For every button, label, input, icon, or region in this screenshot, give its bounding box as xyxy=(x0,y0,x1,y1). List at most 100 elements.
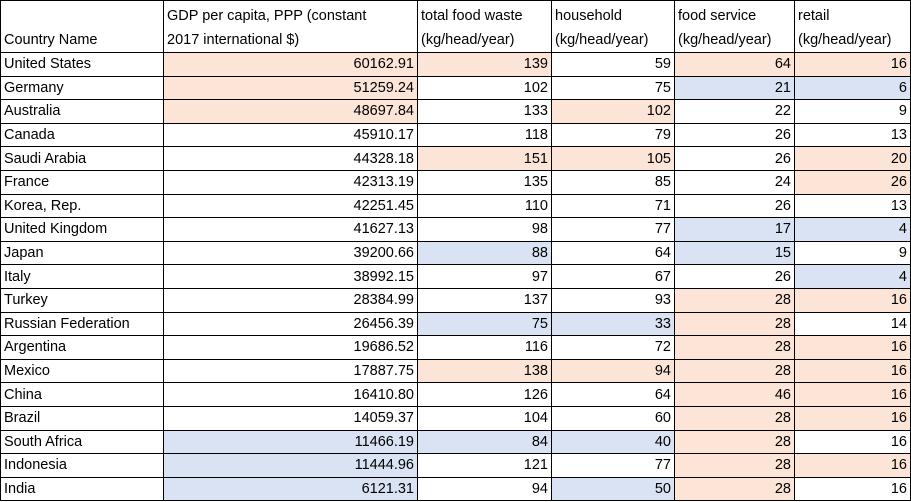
value-cell: 9 xyxy=(794,240,911,266)
header-cell: total food waste (kg/head/year) xyxy=(417,0,552,53)
country-cell: Australia xyxy=(0,99,164,124)
country-cell: China xyxy=(0,382,164,407)
value-cell: 64 xyxy=(674,52,795,77)
value-cell: 104 xyxy=(417,405,552,431)
value-cell: 44328.18 xyxy=(163,146,418,171)
country-cell: Brazil xyxy=(0,405,164,431)
country-cell: Saudi Arabia xyxy=(0,146,164,171)
value-cell: 84 xyxy=(417,429,552,455)
value-cell: 20 xyxy=(794,146,911,171)
country-cell: France xyxy=(0,169,164,195)
value-cell: 28 xyxy=(674,335,795,360)
value-cell: 98 xyxy=(417,217,552,242)
value-cell: 64 xyxy=(551,382,675,407)
value-cell: 26 xyxy=(674,264,795,289)
data-row: United States 60162.91 139 59 64 16 xyxy=(0,52,911,77)
value-cell: 75 xyxy=(417,311,552,337)
value-cell: 102 xyxy=(551,99,675,124)
data-row: France 42313.19 135 85 24 26 xyxy=(0,169,911,195)
country-cell: Russian Federation xyxy=(0,311,164,337)
value-cell: 16 xyxy=(794,358,911,384)
value-cell: 133 xyxy=(417,99,552,124)
value-cell: 21 xyxy=(674,75,795,101)
value-cell: 94 xyxy=(417,476,552,502)
data-row: Italy 38992.15 97 67 26 4 xyxy=(0,264,911,289)
value-cell: 6 xyxy=(794,75,911,101)
data-row: Germany 51259.24 102 75 21 6 xyxy=(0,75,911,101)
value-cell: 26 xyxy=(674,193,795,219)
data-row: Canada 45910.17 118 79 26 13 xyxy=(0,122,911,148)
data-row: Saudi Arabia 44328.18 151 105 26 20 xyxy=(0,146,911,171)
data-row: Brazil 14059.37 104 60 28 16 xyxy=(0,405,911,431)
value-cell: 28 xyxy=(674,358,795,384)
value-cell: 14 xyxy=(794,311,911,337)
value-cell: 9 xyxy=(794,99,911,124)
value-cell: 16 xyxy=(794,287,911,313)
value-cell: 151 xyxy=(417,146,552,171)
country-cell: South Africa xyxy=(0,429,164,455)
country-cell: Italy xyxy=(0,264,164,289)
value-cell: 4 xyxy=(794,264,911,289)
country-cell: United Kingdom xyxy=(0,217,164,242)
value-cell: 116 xyxy=(417,335,552,360)
value-cell: 16 xyxy=(794,335,911,360)
country-cell: India xyxy=(0,476,164,502)
data-row: Turkey 28384.99 137 93 28 16 xyxy=(0,287,911,313)
header-cell: retail (kg/head/year) xyxy=(794,0,911,53)
value-cell: 13 xyxy=(794,193,911,219)
data-row: India 6121.31 94 50 28 16 xyxy=(0,476,911,502)
header-cell: GDP per capita, PPP (constant 2017 intern… xyxy=(163,0,418,53)
header-text: (kg/head/year) xyxy=(421,32,515,48)
value-cell: 19686.52 xyxy=(163,335,418,360)
value-cell: 26456.39 xyxy=(163,311,418,337)
value-cell: 15 xyxy=(674,240,795,266)
country-cell: United States xyxy=(0,52,164,77)
header-text: (kg/head/year) xyxy=(678,32,772,48)
value-cell: 14059.37 xyxy=(163,405,418,431)
value-cell: 45910.17 xyxy=(163,122,418,148)
value-cell: 46 xyxy=(674,382,795,407)
value-cell: 22 xyxy=(674,99,795,124)
value-cell: 60 xyxy=(551,405,675,431)
value-cell: 77 xyxy=(551,217,675,242)
value-cell: 75 xyxy=(551,75,675,101)
header-cell: household (kg/head/year) xyxy=(551,0,675,53)
header-text: (kg/head/year) xyxy=(555,32,649,48)
value-cell: 6121.31 xyxy=(163,476,418,502)
value-cell: 94 xyxy=(551,358,675,384)
value-cell: 48697.84 xyxy=(163,99,418,124)
country-cell: Indonesia xyxy=(0,453,164,478)
value-cell: 110 xyxy=(417,193,552,219)
value-cell: 42313.19 xyxy=(163,169,418,195)
value-cell: 13 xyxy=(794,122,911,148)
value-cell: 105 xyxy=(551,146,675,171)
value-cell: 126 xyxy=(417,382,552,407)
country-cell: Japan xyxy=(0,240,164,266)
country-cell: Germany xyxy=(0,75,164,101)
data-row: Australia 48697.84 133 102 22 9 xyxy=(0,99,911,124)
value-cell: 16 xyxy=(794,429,911,455)
value-cell: 11466.19 xyxy=(163,429,418,455)
value-cell: 28 xyxy=(674,405,795,431)
value-cell: 16410.80 xyxy=(163,382,418,407)
value-cell: 42251.45 xyxy=(163,193,418,219)
value-cell: 28 xyxy=(674,453,795,478)
value-cell: 28 xyxy=(674,476,795,502)
value-cell: 16 xyxy=(794,52,911,77)
value-cell: 97 xyxy=(417,264,552,289)
header-row: Country Name GDP per capita, PPP (constan… xyxy=(0,0,911,53)
value-cell: 85 xyxy=(551,169,675,195)
header-text: 2017 international $) xyxy=(167,32,300,48)
value-cell: 93 xyxy=(551,287,675,313)
header-cell: Country Name xyxy=(0,0,164,53)
value-cell: 17 xyxy=(674,217,795,242)
value-cell: 11444.96 xyxy=(163,453,418,478)
value-cell: 39200.66 xyxy=(163,240,418,266)
value-cell: 16 xyxy=(794,453,911,478)
value-cell: 77 xyxy=(551,453,675,478)
value-cell: 26 xyxy=(674,146,795,171)
value-cell: 88 xyxy=(417,240,552,266)
value-cell: 64 xyxy=(551,240,675,266)
value-cell: 121 xyxy=(417,453,552,478)
value-cell: 17887.75 xyxy=(163,358,418,384)
